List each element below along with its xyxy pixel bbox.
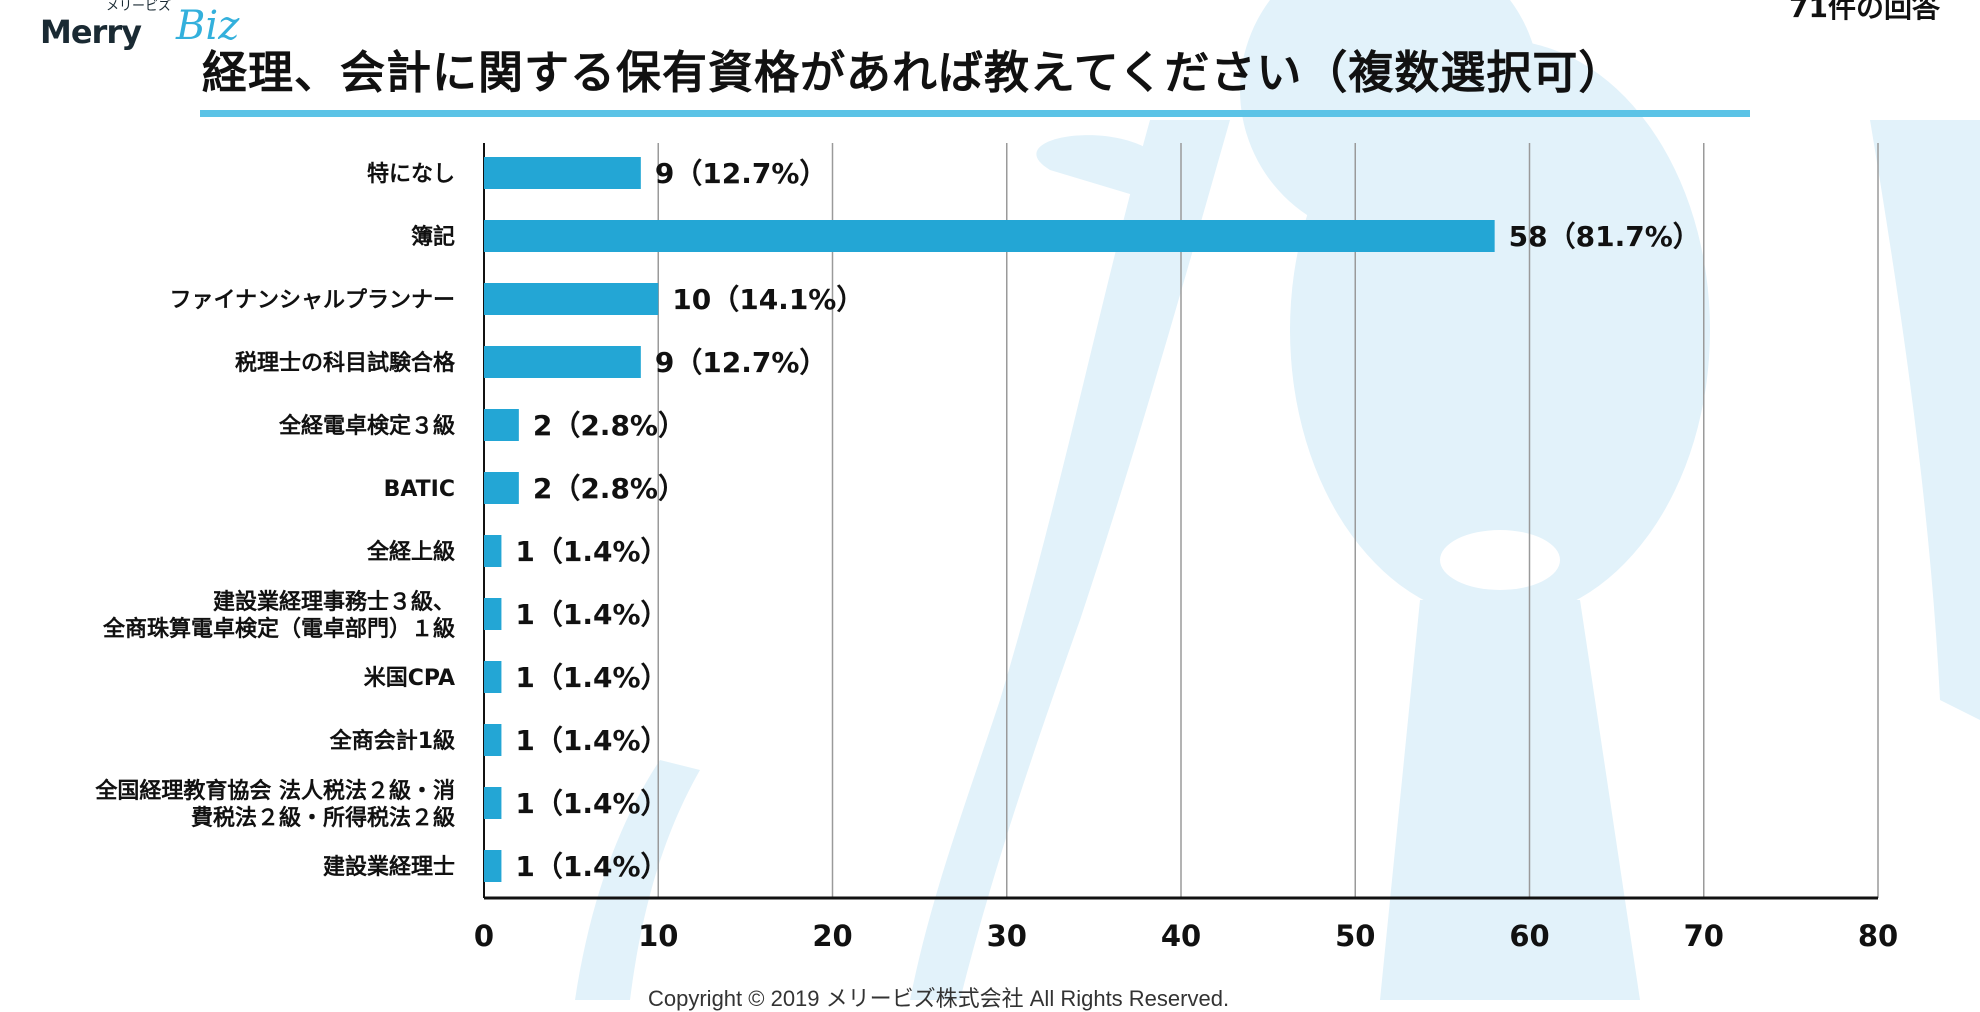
bar <box>484 409 519 441</box>
copyright: Copyright © 2019 メリービズ株式会社 All Rights Re… <box>648 986 1230 1011</box>
data-label: 1（1.4%） <box>515 598 668 631</box>
category-label: 全商会計1級 <box>329 728 455 754</box>
category-label: 税理士の科目試験合格 <box>235 350 456 376</box>
bar <box>484 346 641 378</box>
bar <box>484 661 502 693</box>
category-label: 特になし <box>367 161 455 187</box>
data-label: 1（1.4%） <box>515 661 668 694</box>
category-label: 簿記 <box>411 224 455 250</box>
x-tick-label: 80 <box>1858 919 1898 953</box>
bar <box>484 598 502 630</box>
x-tick-label: 20 <box>812 919 852 953</box>
bar <box>484 850 502 882</box>
x-tick-label: 30 <box>987 919 1027 953</box>
bar <box>484 724 502 756</box>
data-label: 1（1.4%） <box>515 724 668 757</box>
data-label: 1（1.4%） <box>515 850 668 883</box>
x-tick-label: 50 <box>1335 919 1375 953</box>
bar <box>484 535 502 567</box>
logo-biz: Biz <box>176 3 240 49</box>
title-underline <box>200 110 1750 117</box>
category-label: ファイナンシャルプランナー <box>169 288 455 313</box>
chart-title: 経理、会計に関する保有資格があれば教えてください（複数選択可） <box>202 46 1625 99</box>
response-count: 71件の回答 <box>1789 0 1940 24</box>
data-label: 1（1.4%） <box>515 535 668 568</box>
bar <box>484 157 641 189</box>
data-label: 58（81.7%） <box>1509 220 1701 253</box>
category-label: 全国経理教育協会 法人税法２級・消費税法２級・所得税法２級 <box>94 778 455 831</box>
bar <box>484 220 1495 252</box>
data-label: 9（12.7%） <box>655 346 828 379</box>
bar <box>484 472 519 504</box>
bar <box>484 787 502 819</box>
logo-kana: メリービズ <box>106 0 172 14</box>
category-label: 全経電卓検定３級 <box>278 413 455 439</box>
data-label: 10（14.1%） <box>672 283 864 316</box>
data-label: 9（12.7%） <box>655 157 828 190</box>
logo-text: Merry <box>40 13 142 51</box>
x-tick-label: 70 <box>1684 919 1724 953</box>
data-label: 2（2.8%） <box>533 472 686 505</box>
x-tick-label: 0 <box>474 919 494 953</box>
x-tick-label: 60 <box>1509 919 1549 953</box>
category-label: 建設業経理士 <box>323 854 455 880</box>
data-label: 2（2.8%） <box>533 409 686 442</box>
category-label: 全経上級 <box>366 539 455 565</box>
x-tick-label: 40 <box>1161 919 1201 953</box>
data-label: 1（1.4%） <box>515 787 668 820</box>
category-label: 米国CPA <box>364 666 455 691</box>
category-label: BATIC <box>384 477 455 502</box>
category-label: 建設業経理事務士３級、全商珠算電卓検定（電卓部門）１級 <box>102 589 455 642</box>
bar <box>484 283 659 315</box>
x-tick-label: 10 <box>638 919 678 953</box>
merrybiz-logo: メリービズ Merry Biz <box>40 0 300 50</box>
